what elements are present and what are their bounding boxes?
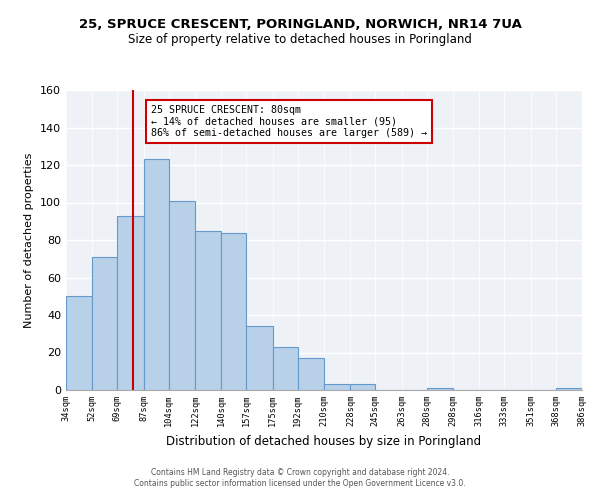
- Text: 25 SPRUCE CRESCENT: 80sqm
← 14% of detached houses are smaller (95)
86% of semi-: 25 SPRUCE CRESCENT: 80sqm ← 14% of detac…: [151, 105, 427, 138]
- Bar: [143, 160, 169, 390]
- Text: Size of property relative to detached houses in Poringland: Size of property relative to detached ho…: [128, 32, 472, 46]
- Bar: [66, 296, 92, 390]
- Bar: [92, 257, 118, 390]
- Bar: [427, 388, 453, 390]
- Bar: [350, 384, 376, 390]
- X-axis label: Distribution of detached houses by size in Poringland: Distribution of detached houses by size …: [166, 434, 482, 448]
- Bar: [324, 384, 350, 390]
- Bar: [272, 347, 298, 390]
- Y-axis label: Number of detached properties: Number of detached properties: [25, 152, 34, 328]
- Bar: [169, 200, 195, 390]
- Bar: [195, 230, 221, 390]
- Bar: [221, 232, 247, 390]
- Bar: [247, 326, 272, 390]
- Text: 25, SPRUCE CRESCENT, PORINGLAND, NORWICH, NR14 7UA: 25, SPRUCE CRESCENT, PORINGLAND, NORWICH…: [79, 18, 521, 30]
- Bar: [118, 216, 143, 390]
- Bar: [298, 358, 324, 390]
- Bar: [556, 388, 582, 390]
- Text: Contains HM Land Registry data © Crown copyright and database right 2024.
Contai: Contains HM Land Registry data © Crown c…: [134, 468, 466, 487]
